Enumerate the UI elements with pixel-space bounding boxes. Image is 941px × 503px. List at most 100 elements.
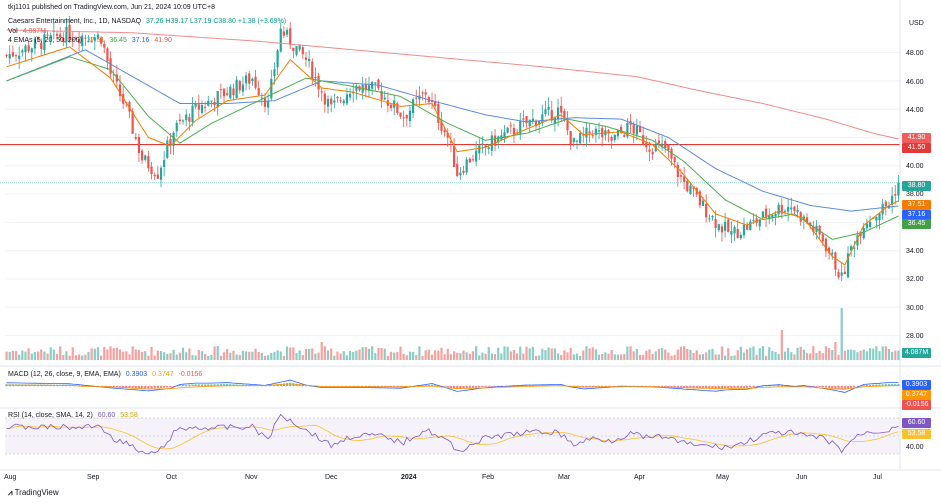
candle-body xyxy=(484,145,487,147)
volume-bar xyxy=(541,348,544,360)
macd-histogram-bar xyxy=(279,383,282,386)
macd-histogram-bar xyxy=(679,386,683,388)
volume-bar xyxy=(802,349,805,360)
volume-bar xyxy=(405,355,408,360)
macd-histogram-bar xyxy=(235,384,238,386)
candle-body xyxy=(263,97,267,107)
macd-histogram-bar xyxy=(648,386,651,387)
volume-bar xyxy=(780,330,783,360)
volume-bar xyxy=(771,350,774,360)
macd-histogram-bar xyxy=(538,385,541,386)
macd-histogram-bar xyxy=(701,386,705,389)
candle-body xyxy=(764,208,768,218)
volume-bar xyxy=(62,355,65,360)
candle-body xyxy=(49,35,52,38)
volume-label: Vol xyxy=(8,28,18,35)
macd-histogram-bar xyxy=(178,385,182,386)
ema-label: 4 EMAs (5, 20, 50, 200) xyxy=(8,37,82,44)
volume-bar xyxy=(30,353,33,360)
candle-body xyxy=(736,229,739,239)
volume-bar xyxy=(846,349,850,360)
candle-body xyxy=(793,206,796,212)
ema5-value: 37.51 xyxy=(86,37,105,44)
time-tick: Sep xyxy=(87,474,100,481)
candle-body xyxy=(566,120,569,131)
volume-bar xyxy=(115,347,118,360)
volume-bar xyxy=(36,351,40,360)
symbol-legend[interactable]: Caesars Entertainment, Inc., 1D, NASDAQ … xyxy=(8,17,289,26)
volume-bar xyxy=(698,354,701,360)
volume-bar xyxy=(714,354,717,360)
volume-bar xyxy=(556,353,560,360)
volume-legend[interactable]: Vol 4.087M xyxy=(8,27,49,36)
volume-bar xyxy=(560,355,563,360)
candle-body xyxy=(462,170,465,173)
candle-body xyxy=(311,61,314,80)
ema-legend[interactable]: 4 EMAs (5, 20, 50, 200) 37.51 36.45 37.1… xyxy=(8,36,175,45)
macd-histogram-bar xyxy=(878,384,881,386)
volume-bar xyxy=(342,351,345,360)
volume-bar xyxy=(194,355,197,360)
macd-histogram-bar xyxy=(166,386,169,388)
volume-bar xyxy=(746,349,749,360)
volume-bar xyxy=(314,353,317,360)
candle-body xyxy=(449,140,453,143)
volume-bar xyxy=(24,351,27,360)
volume-bar xyxy=(484,353,487,360)
candle-body xyxy=(18,55,21,60)
volume-bar xyxy=(260,352,263,360)
volume-bar xyxy=(301,355,304,360)
rsi-legend[interactable]: RSI (14, close, SMA, 14, 2) 60.60 53.58 xyxy=(8,411,141,420)
macd-histogram-bar xyxy=(5,384,8,386)
volume-bar xyxy=(219,355,222,360)
macd-histogram-bar xyxy=(865,384,869,386)
candle-body xyxy=(219,89,222,91)
candle-body xyxy=(273,69,276,77)
candle-body xyxy=(289,28,292,46)
macd-histogram-bar xyxy=(840,386,843,390)
candle-body xyxy=(87,41,90,43)
macd-histogram-bar xyxy=(894,384,897,386)
ema50-price-tag: 37.16 xyxy=(902,210,931,220)
candle-body xyxy=(100,37,103,44)
volume-bar xyxy=(563,350,566,360)
volume-bar xyxy=(506,346,509,360)
volume-bar xyxy=(424,350,427,360)
currency-label[interactable]: USD xyxy=(909,20,924,27)
macd-histogram-bar xyxy=(872,384,875,386)
candle-body xyxy=(891,195,894,205)
macd-histogram-bar xyxy=(232,384,235,386)
candle-body xyxy=(21,50,24,53)
volume-bar xyxy=(345,355,349,360)
volume-bar xyxy=(512,349,516,360)
volume-bar xyxy=(383,348,386,360)
candle-body xyxy=(597,130,601,132)
macd-signal-tag: 0.3747 xyxy=(902,390,931,400)
macd-histogram-bar xyxy=(200,384,204,386)
candle-body xyxy=(55,33,59,36)
tradingview-logo[interactable]: ⩘ TradingView xyxy=(8,488,59,498)
time-tick: Apr xyxy=(634,474,645,481)
volume-bar xyxy=(881,346,884,360)
volume-bar xyxy=(229,352,232,360)
macd-histogram-bar xyxy=(421,385,424,386)
volume-bar xyxy=(418,346,421,360)
volume-bar xyxy=(8,351,11,360)
volume-bar xyxy=(40,349,43,360)
candle-body xyxy=(292,47,295,52)
volume-bar xyxy=(503,346,506,360)
candle-body xyxy=(24,45,27,52)
volume-bar xyxy=(68,355,71,360)
volume-bar xyxy=(865,351,869,360)
candle-body xyxy=(575,140,579,142)
macd-legend[interactable]: MACD (12, 26, close, 9, EMA, EMA) 0.3903… xyxy=(8,370,205,379)
candle-body xyxy=(248,73,251,84)
macd-histogram-bar xyxy=(282,383,286,386)
ema200-price-tag: 41.90 xyxy=(902,133,931,143)
rsi-ma-line xyxy=(6,424,899,450)
time-tick: May xyxy=(716,474,730,481)
candle-body xyxy=(446,132,449,138)
volume-bar xyxy=(528,348,531,360)
volume-bar xyxy=(566,352,569,360)
